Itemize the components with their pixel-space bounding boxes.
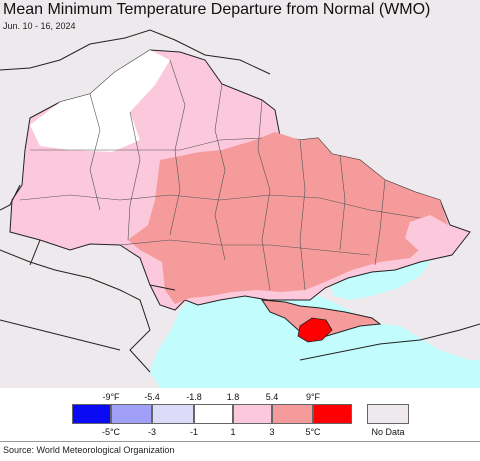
legend-bin-5 xyxy=(272,404,313,424)
country-borders xyxy=(0,29,480,373)
region-salmon-anomaly xyxy=(128,132,448,304)
crimea-red xyxy=(297,317,333,343)
legend-bin-3 xyxy=(194,404,233,424)
footer xyxy=(0,441,480,461)
legend-bin-4 xyxy=(233,404,272,424)
legend-tick-c-1: -3 xyxy=(147,427,157,437)
region-pink-east xyxy=(405,215,448,252)
legend-tick-f-2: -1.8 xyxy=(186,392,202,402)
legend-tick-f-5: 9°F xyxy=(305,392,321,402)
legend-tick-c-2: -1 xyxy=(189,427,199,437)
anomaly-map xyxy=(0,0,480,388)
legend-no-data-swatch xyxy=(367,404,409,424)
source-credit: Source: World Meteorological Organizatio… xyxy=(3,445,175,455)
legend-bin-1 xyxy=(111,404,152,424)
map-title: Mean Minimum Temperature Departure from … xyxy=(3,1,431,18)
legend-tick-f-4: 5.4 xyxy=(265,392,279,402)
legend-tick-f-0: -9°F xyxy=(102,392,120,402)
legend-tick-c-5: 5°C xyxy=(305,427,321,437)
legend-tick-c-4: 3 xyxy=(269,427,275,437)
legend-tick-f-3: 1.8 xyxy=(226,392,240,402)
legend-bin-0 xyxy=(72,404,111,424)
legend-bin-2 xyxy=(152,404,194,424)
oblast-borders xyxy=(19,59,421,291)
legend-no-data-label: No Data xyxy=(371,427,405,437)
legend-bin-6 xyxy=(313,404,352,424)
legend-tick-f-1: -5.4 xyxy=(144,392,160,402)
legend-tick-c-3: 1 xyxy=(230,427,236,437)
date-range: Jun. 10 - 16, 2024 xyxy=(3,21,76,31)
legend-tick-c-0: -5°C xyxy=(101,427,121,437)
region-white-anomaly xyxy=(30,50,170,152)
